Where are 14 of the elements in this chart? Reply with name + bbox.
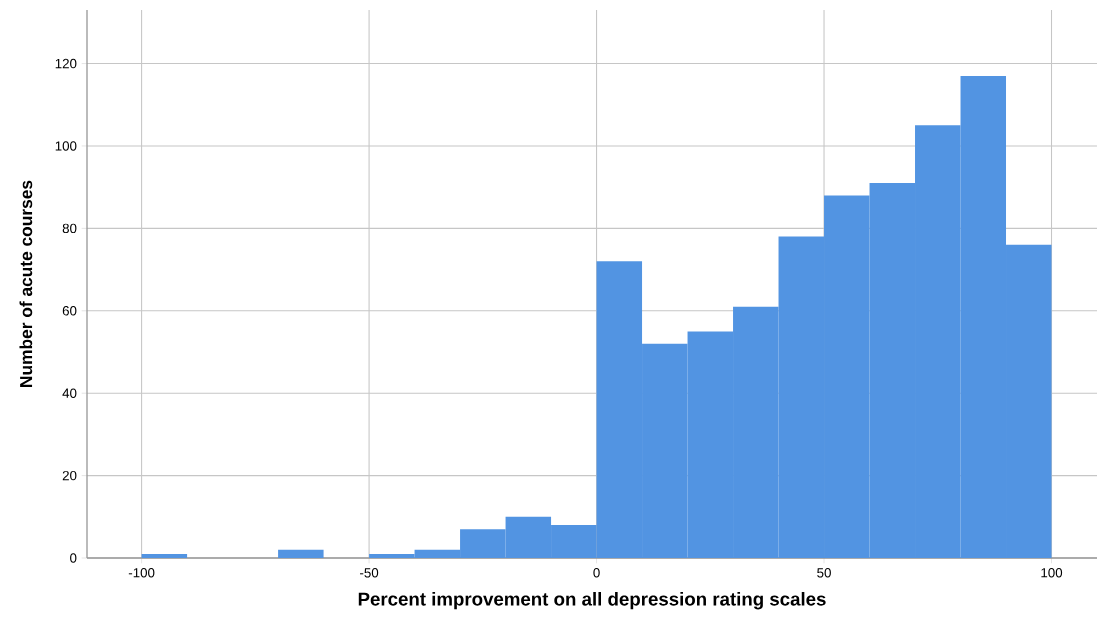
x-tick-label: -100 [128, 568, 155, 578]
y-tick-label: 20 [62, 470, 77, 481]
y-tick-label: 40 [62, 388, 77, 398]
y-tick-label: 60 [62, 306, 77, 316]
x-tick-label: 100 [1041, 568, 1063, 578]
y-tick-label: 80 [62, 223, 77, 234]
x-axis-title: Percent improvement on all depression rating scales [358, 591, 826, 610]
x-tick-label: 0 [593, 568, 600, 578]
y-axis-title: Number of acute courses [19, 180, 33, 387]
y-tick-label: 120 [55, 58, 77, 69]
y-tick-label: 0 [70, 553, 77, 563]
x-tick-label: 50 [817, 568, 831, 578]
x-tick-label: -50 [360, 568, 379, 578]
y-tick-label: 100 [55, 141, 77, 151]
